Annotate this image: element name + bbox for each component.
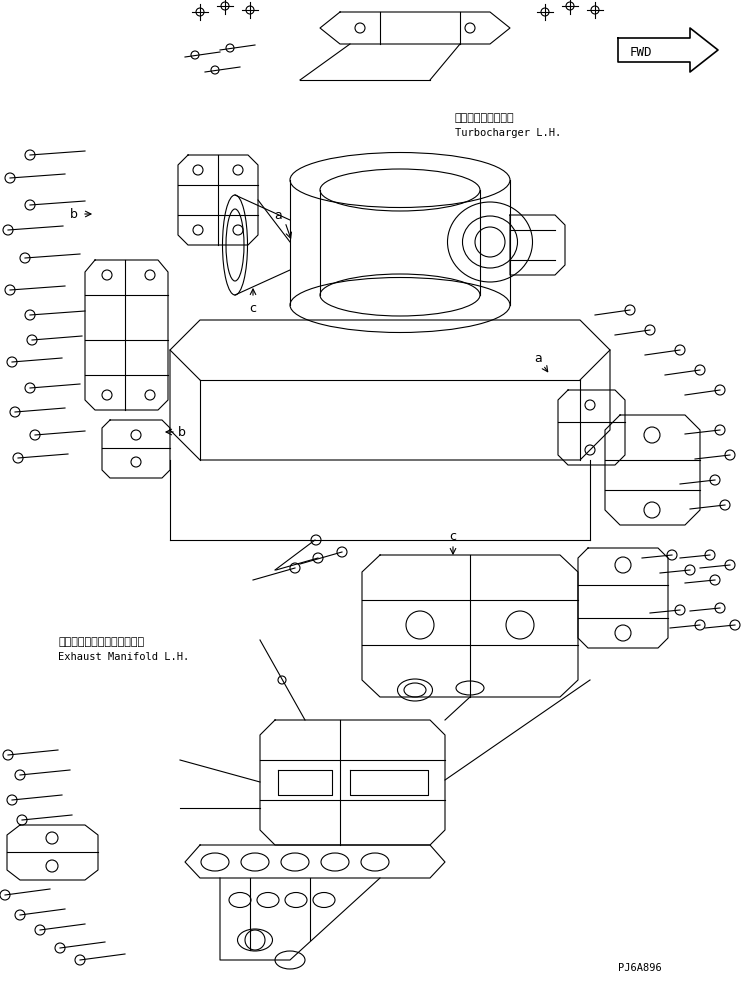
Text: PJ6A896: PJ6A896 [618,963,662,973]
Text: c: c [249,302,256,315]
Text: a: a [534,351,542,365]
Text: ターボチャージャ左: ターボチャージャ左 [455,113,515,123]
Text: Turbocharger L.H.: Turbocharger L.H. [455,128,561,138]
Text: FWD: FWD [630,45,652,58]
Text: c: c [450,529,457,543]
Text: b: b [178,425,186,438]
Text: Exhaust Manifold L.H.: Exhaust Manifold L.H. [58,652,189,662]
Text: a: a [274,209,282,222]
Text: エキゾーストマニホールド左: エキゾーストマニホールド左 [58,637,144,647]
Text: b: b [70,208,78,221]
